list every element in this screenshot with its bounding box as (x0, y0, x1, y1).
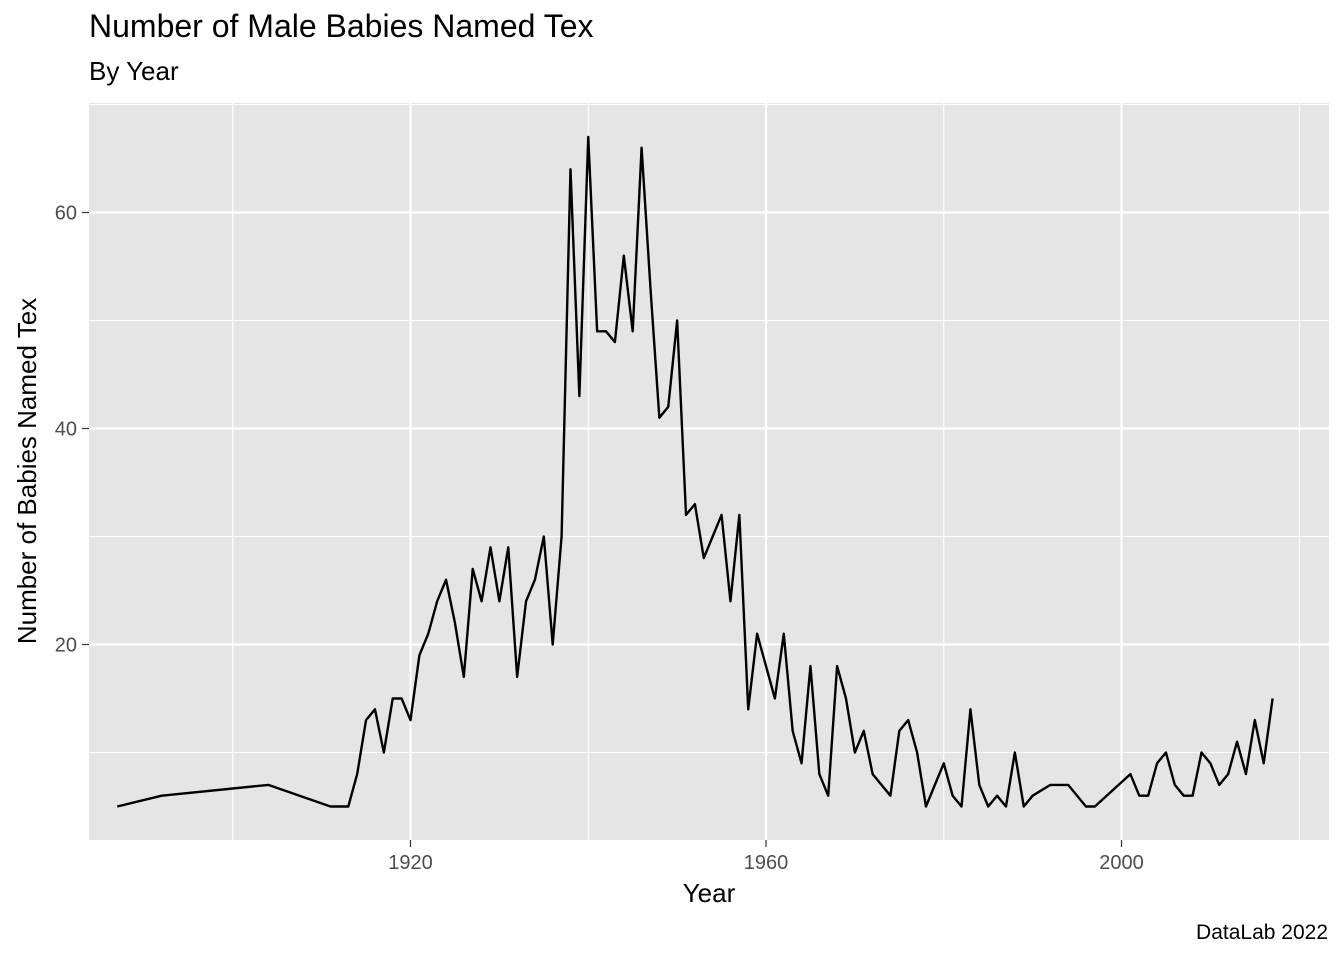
series-line (116, 135, 1274, 808)
chart-caption: DataLab 2022 (1196, 921, 1328, 944)
major-grid (89, 103, 1329, 840)
chart-title: Number of Male Babies Named Tex (89, 8, 594, 44)
y-tick-label: 20 (55, 635, 77, 657)
x-axis-label: Year (683, 878, 736, 908)
x-axis: 1920 1960 2000 (388, 840, 1144, 874)
x-tick-label: 1960 (744, 852, 789, 874)
y-tick-label: 60 (55, 203, 77, 225)
y-axis-label: Number of Babies Named Tex (12, 298, 42, 644)
x-tick-label: 1920 (388, 852, 433, 874)
y-axis: 20 40 60 (55, 203, 89, 657)
y-tick-label: 40 (55, 419, 77, 441)
series-layer (116, 135, 1274, 808)
chart-subtitle: By Year (89, 56, 179, 86)
x-tick-label: 2000 (1099, 852, 1144, 874)
